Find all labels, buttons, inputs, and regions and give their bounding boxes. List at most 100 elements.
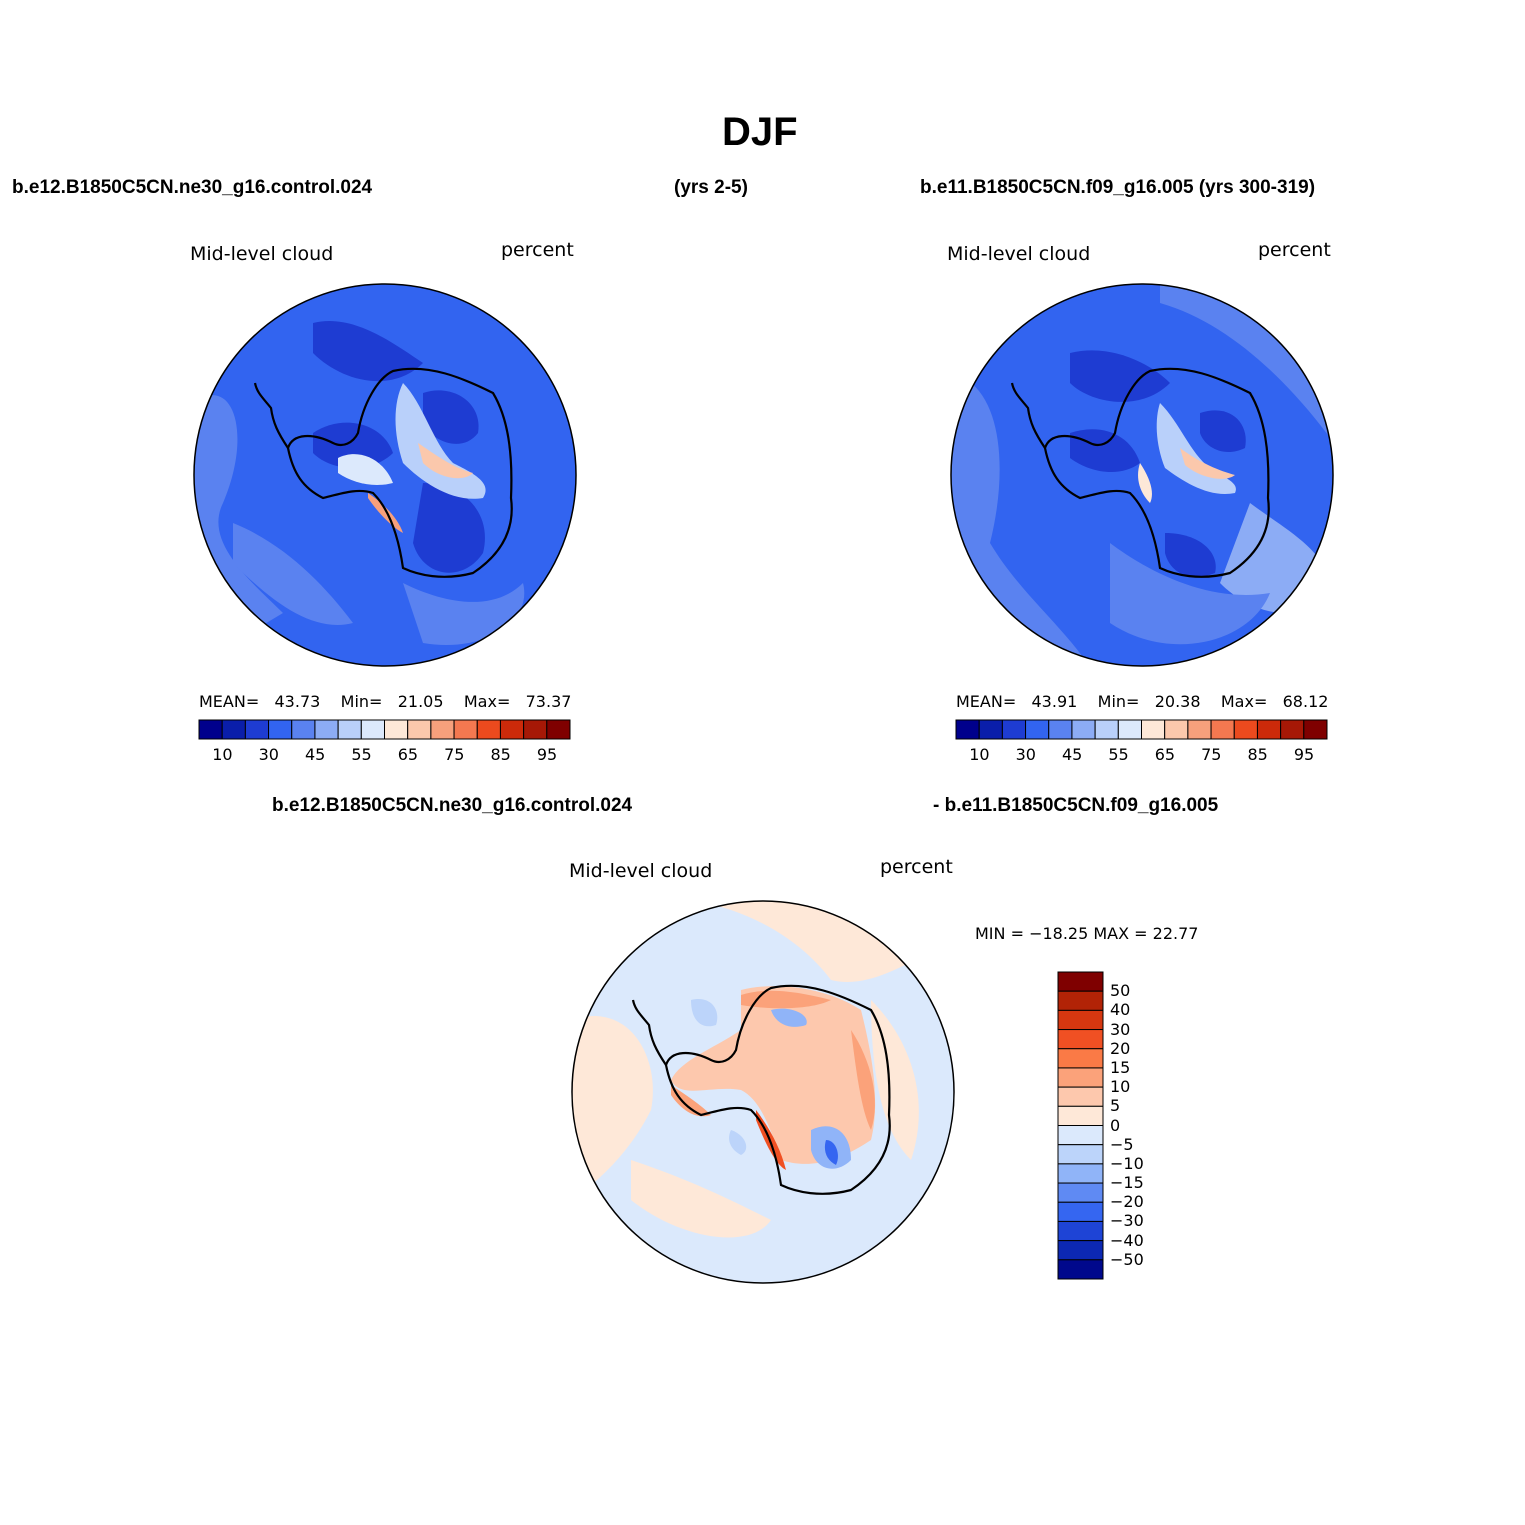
colorbar-swatch: [430, 719, 455, 740]
colorbar-tick-label: 85: [490, 745, 511, 764]
colorbar-tick-label: 85: [1247, 745, 1268, 764]
colorbar-panel2: [955, 719, 1328, 740]
diff-case2-header: - b.e11.B1850C5CN.f09_g16.005: [933, 795, 1219, 816]
panel2-units-label: percent: [1258, 239, 1331, 261]
panel2-variable-label: Mid-level cloud: [947, 243, 1091, 265]
colorbar-swatch: [499, 719, 525, 740]
colorbar-swatch: [1117, 719, 1142, 740]
colorbar-swatch: [546, 719, 571, 740]
panel1-max-label: Max=: [463, 692, 511, 711]
colorbar-swatch: [1057, 1067, 1104, 1088]
colorbar-swatch: [1057, 1086, 1104, 1107]
colorbar-tick-label: −10: [1110, 1153, 1144, 1173]
colorbar-tick-label: 75: [1201, 745, 1222, 764]
colorbar-swatch: [1303, 719, 1328, 740]
colorbar-swatch: [476, 719, 501, 740]
colorbar-swatch: [268, 719, 293, 740]
colorbar-swatch: [1233, 719, 1258, 740]
colorbar-swatch: [1141, 719, 1166, 740]
colorbar-swatch: [1057, 1259, 1104, 1280]
colorbar-tick-label: 95: [1293, 745, 1315, 764]
colorbar-swatch: [1210, 719, 1235, 740]
panel1-units-label: percent: [501, 239, 574, 261]
colorbar-swatch: [1094, 719, 1119, 740]
colorbar-tick-label: −5: [1110, 1134, 1134, 1154]
colorbar-swatch: [198, 719, 223, 740]
panel1-mean-value: 43.73: [274, 692, 321, 711]
colorbar-swatch: [1280, 719, 1305, 740]
colorbar-tick-label: 40: [1110, 1000, 1131, 1020]
colorbar-tick-label: 10: [969, 745, 990, 764]
colorbar-tick-label: −15: [1110, 1173, 1144, 1193]
colorbar-tick-label: −50: [1110, 1249, 1144, 1269]
colorbar-tick-label: 55: [351, 745, 372, 764]
colorbar-tick-label: 30: [258, 745, 279, 764]
colorbar-swatch: [1057, 1220, 1104, 1242]
colorbar-swatch: [1057, 990, 1104, 1011]
colorbar-swatch: [1057, 1048, 1104, 1069]
colorbar-swatch: [314, 719, 339, 740]
panel2-map: [950, 283, 1334, 667]
colorbar-tick-label: 45: [1061, 745, 1083, 764]
colorbar-tick-label: 65: [1154, 745, 1176, 764]
diff-variable-label: Mid-level cloud: [569, 860, 713, 882]
panel1-max-value: 73.37: [525, 692, 572, 711]
figure-title: DJF: [722, 110, 798, 154]
colorbar-swatch: [1057, 1182, 1104, 1203]
colorbar-tick-label: 75: [444, 745, 465, 764]
colorbar-swatch: [1256, 719, 1282, 740]
diff-units-label: percent: [880, 856, 953, 878]
colorbar-tick-label: 55: [1108, 745, 1129, 764]
colorbar-tick-label: 10: [212, 745, 233, 764]
colorbar-swatch: [1057, 1105, 1104, 1126]
panel1-min-label: Min=: [340, 692, 383, 711]
colorbar-swatch: [337, 719, 362, 740]
colorbar-tick-label: 95: [536, 745, 558, 764]
panel2-min-label: Min=: [1097, 692, 1140, 711]
case2-header: b.e11.B1850C5CN.f09_g16.005 (yrs 300-319…: [920, 177, 1316, 198]
colorbar-panel1: [198, 719, 571, 740]
colorbar-swatch: [1057, 1163, 1104, 1184]
colorbar-swatch: [1057, 1009, 1104, 1031]
diff-map: [571, 900, 955, 1284]
colorbar-tick-label: 30: [1015, 745, 1036, 764]
colorbar-swatch: [978, 719, 1003, 740]
colorbar-swatch: [1164, 719, 1189, 740]
colorbar-swatch: [523, 719, 548, 740]
colorbar-tick-label: 30: [1110, 1019, 1131, 1039]
colorbar-swatch: [453, 719, 478, 740]
colorbar-swatch: [1001, 719, 1027, 740]
diff-minmax: MIN = −18.25 MAX = 22.77: [975, 924, 1199, 943]
case1-header: b.e12.B1850C5CN.ne30_g16.control.024: [12, 177, 373, 198]
colorbar-swatch: [1048, 719, 1073, 740]
colorbar-swatch: [384, 719, 409, 740]
panel1-mean-label: MEAN=: [199, 692, 260, 711]
colorbar-tick-label: 50: [1110, 981, 1131, 1001]
panel2-mean-value: 43.91: [1031, 692, 1078, 711]
colorbar-diff: [1057, 971, 1104, 1280]
panel2-mean-label: MEAN=: [956, 692, 1017, 711]
panel1-stats: MEAN= 43.73 Min= 21.05 Max= 73.37: [199, 692, 571, 711]
colorbar-swatch: [1071, 719, 1096, 740]
colorbar-swatch: [360, 719, 385, 740]
colorbar-tick-label: 5: [1110, 1096, 1121, 1116]
colorbar-tick-label: 45: [304, 745, 326, 764]
panel1-map: [193, 283, 577, 667]
panel2-stats: MEAN= 43.91 Min= 20.38 Max= 68.12: [956, 692, 1328, 711]
colorbar-swatch: [1057, 1144, 1104, 1165]
colorbar-swatch: [407, 719, 432, 740]
panel2-max-label: Max=: [1220, 692, 1268, 711]
years1-header: (yrs 2-5): [674, 177, 748, 198]
colorbar-swatch: [1025, 719, 1050, 740]
panel2-max-value: 68.12: [1282, 692, 1329, 711]
diff-case1-header: b.e12.B1850C5CN.ne30_g16.control.024: [272, 795, 633, 816]
panel1-variable-label: Mid-level cloud: [190, 243, 334, 265]
colorbar-tick-label: 65: [397, 745, 419, 764]
colorbar-swatch: [1057, 1240, 1104, 1261]
colorbar-swatch: [244, 719, 270, 740]
colorbar-swatch: [291, 719, 316, 740]
colorbar-swatch: [1057, 971, 1104, 992]
colorbar-swatch: [1057, 1029, 1104, 1050]
colorbar-tick-label: 20: [1110, 1038, 1131, 1058]
colorbar-tick-label: 0: [1110, 1115, 1121, 1135]
